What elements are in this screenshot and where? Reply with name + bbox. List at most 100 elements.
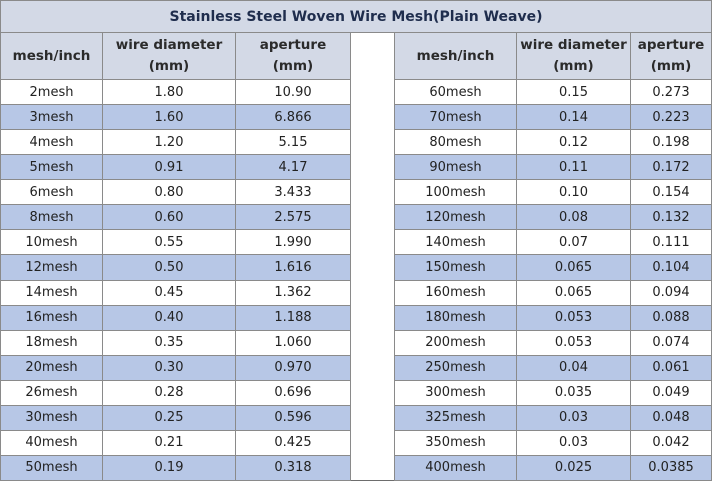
left-mesh-cell: 2mesh xyxy=(0,78,103,106)
left-aperture-cell: 1.616 xyxy=(235,254,351,281)
left-mesh-cell: 40mesh xyxy=(0,429,103,456)
left-wire-diameter-cell: 0.25 xyxy=(102,404,236,431)
right-mesh-cell: 180mesh xyxy=(394,304,517,331)
header-wire-right: wire diameter (mm) xyxy=(516,32,631,80)
header-aperture-left: aperture (mm) xyxy=(235,32,351,80)
table-row: 18mesh 0.35 1.060 200mesh 0.053 0.074 xyxy=(0,329,713,356)
right-wire-diameter-cell: 0.07 xyxy=(516,229,631,256)
right-aperture-cell: 0.088 xyxy=(629,304,713,331)
right-wire-diameter-cell: 0.08 xyxy=(516,204,631,231)
header-aperture-label: aperture xyxy=(259,37,327,53)
column-gap xyxy=(350,229,395,255)
right-wire-diameter-cell: 0.053 xyxy=(516,329,631,356)
left-mesh-cell: 6mesh xyxy=(0,179,103,206)
right-wire-diameter-cell: 0.065 xyxy=(516,254,631,281)
left-aperture-cell: 3.433 xyxy=(235,179,351,206)
header-wire-unit: (mm) xyxy=(148,58,190,74)
table-row: 50mesh 0.19 0.318 400mesh 0.025 0.0385 xyxy=(0,454,713,482)
right-wire-diameter-cell: 0.14 xyxy=(516,104,631,131)
left-aperture-cell: 0.318 xyxy=(235,454,351,482)
left-mesh-cell: 30mesh xyxy=(0,404,103,431)
right-mesh-cell: 250mesh xyxy=(394,354,517,381)
left-mesh-cell: 8mesh xyxy=(0,204,103,231)
right-wire-diameter-cell: 0.03 xyxy=(516,429,631,456)
left-aperture-cell: 5.15 xyxy=(235,129,351,156)
right-wire-diameter-cell: 0.025 xyxy=(516,454,631,482)
column-gap xyxy=(350,355,395,381)
left-mesh-cell: 26mesh xyxy=(0,379,103,406)
right-wire-diameter-cell: 0.035 xyxy=(516,379,631,406)
right-mesh-cell: 120mesh xyxy=(394,204,517,231)
table-row: 20mesh 0.30 0.970 250mesh 0.04 0.061 xyxy=(0,354,713,381)
column-gap xyxy=(350,305,395,331)
left-aperture-cell: 0.696 xyxy=(235,379,351,406)
left-mesh-cell: 50mesh xyxy=(0,454,103,482)
left-aperture-cell: 1.188 xyxy=(235,304,351,331)
left-wire-diameter-cell: 0.28 xyxy=(102,379,236,406)
table-row: 30mesh 0.25 0.596 325mesh 0.03 0.048 xyxy=(0,404,713,431)
left-wire-diameter-cell: 0.40 xyxy=(102,304,236,331)
table-row: 14mesh 0.45 1.362 160mesh 0.065 0.094 xyxy=(0,279,713,306)
column-gap xyxy=(350,204,395,230)
right-mesh-cell: 70mesh xyxy=(394,104,517,131)
right-mesh-cell: 150mesh xyxy=(394,254,517,281)
left-wire-diameter-cell: 0.55 xyxy=(102,229,236,256)
table-row: 8mesh 0.60 2.575 120mesh 0.08 0.132 xyxy=(0,204,713,231)
column-gap xyxy=(350,154,395,180)
table-row: 2mesh 1.80 10.90 60mesh 0.15 0.273 xyxy=(0,78,713,106)
right-aperture-cell: 0.273 xyxy=(629,78,713,106)
left-wire-diameter-cell: 0.91 xyxy=(102,154,236,181)
table-title: Stainless Steel Woven Wire Mesh(Plain We… xyxy=(0,0,713,33)
header-wire-label: wire diameter xyxy=(520,37,627,53)
left-mesh-cell: 20mesh xyxy=(0,354,103,381)
right-wire-diameter-cell: 0.12 xyxy=(516,129,631,156)
right-mesh-cell: 325mesh xyxy=(394,404,517,431)
left-mesh-cell: 4mesh xyxy=(0,129,103,156)
column-gap xyxy=(350,280,395,306)
left-wire-diameter-cell: 0.60 xyxy=(102,204,236,231)
right-aperture-cell: 0.154 xyxy=(629,179,713,206)
right-wire-diameter-cell: 0.053 xyxy=(516,304,631,331)
left-wire-diameter-cell: 0.45 xyxy=(102,279,236,306)
column-gap xyxy=(350,380,395,406)
right-wire-diameter-cell: 0.11 xyxy=(516,154,631,181)
header-mesh-label: mesh/inch xyxy=(12,47,91,64)
right-mesh-cell: 60mesh xyxy=(394,78,517,106)
right-mesh-cell: 80mesh xyxy=(394,129,517,156)
column-gap xyxy=(350,330,395,356)
table-row: 16mesh 0.40 1.188 180mesh 0.053 0.088 xyxy=(0,304,713,331)
left-wire-diameter-cell: 0.50 xyxy=(102,254,236,281)
left-aperture-cell: 0.425 xyxy=(235,429,351,456)
table-row: 6mesh 0.80 3.433 100mesh 0.10 0.154 xyxy=(0,179,713,206)
right-mesh-cell: 90mesh xyxy=(394,154,517,181)
column-gap xyxy=(350,32,395,80)
column-gap xyxy=(350,79,395,105)
left-aperture-cell: 0.970 xyxy=(235,354,351,381)
left-wire-diameter-cell: 0.19 xyxy=(102,454,236,482)
left-aperture-cell: 1.990 xyxy=(235,229,351,256)
right-mesh-cell: 160mesh xyxy=(394,279,517,306)
right-aperture-cell: 0.074 xyxy=(629,329,713,356)
right-mesh-cell: 140mesh xyxy=(394,229,517,256)
right-aperture-cell: 0.0385 xyxy=(629,454,713,482)
header-aperture-label: aperture xyxy=(637,37,705,53)
column-gap xyxy=(350,104,395,130)
column-gap xyxy=(350,405,395,431)
table-body: 2mesh 1.80 10.90 60mesh 0.15 0.273 3mesh 1.60 6.… xyxy=(0,78,713,482)
right-mesh-cell: 350mesh xyxy=(394,429,517,456)
header-wire-left: wire diameter (mm) xyxy=(102,32,236,80)
left-mesh-cell: 12mesh xyxy=(0,254,103,281)
left-mesh-cell: 18mesh xyxy=(0,329,103,356)
table-row: 12mesh 0.50 1.616 150mesh 0.065 0.104 xyxy=(0,254,713,281)
header-wire-label: wire diameter xyxy=(115,37,223,53)
header-wire-unit: (mm) xyxy=(553,58,594,74)
right-aperture-cell: 0.198 xyxy=(629,129,713,156)
table-row: 4mesh 1.20 5.15 80mesh 0.12 0.198 xyxy=(0,129,713,156)
left-wire-diameter-cell: 0.80 xyxy=(102,179,236,206)
right-aperture-cell: 0.223 xyxy=(629,104,713,131)
right-wire-diameter-cell: 0.065 xyxy=(516,279,631,306)
left-mesh-cell: 5mesh xyxy=(0,154,103,181)
right-aperture-cell: 0.042 xyxy=(629,429,713,456)
header-mesh-left: mesh/inch xyxy=(0,32,103,80)
header-aperture-unit: (mm) xyxy=(650,58,692,74)
